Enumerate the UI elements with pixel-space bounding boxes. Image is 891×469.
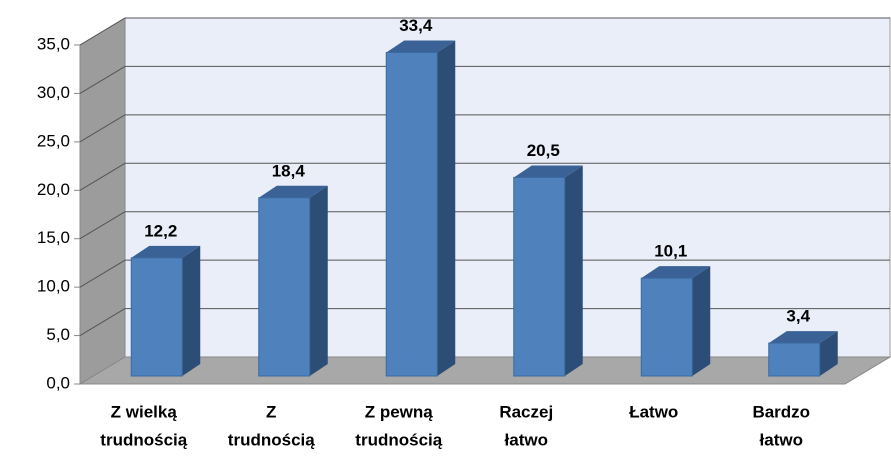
x-tick-label: trudnością [228, 430, 315, 449]
x-tick-label: Z wielką [111, 402, 178, 421]
bar [640, 277, 693, 377]
y-tick-label: 15,0 [37, 228, 70, 247]
x-tick-label: Bardzo [752, 402, 810, 421]
grid-line [79, 17, 126, 46]
y-tick-label: 25,0 [37, 131, 70, 150]
bar [258, 197, 311, 377]
value-label: 18,4 [272, 161, 306, 180]
bar-side [309, 185, 328, 376]
x-tick-label: łatwo [760, 430, 803, 449]
bar [130, 257, 183, 377]
bar-top [641, 266, 711, 279]
grid-line [79, 308, 126, 337]
bar-side [182, 245, 201, 376]
grid-line [79, 162, 126, 191]
y-tick-label: 0,0 [46, 373, 70, 392]
side-wall [79, 17, 126, 385]
bar-top [386, 40, 456, 53]
y-tick-label: 5,0 [46, 325, 70, 344]
bar [768, 342, 821, 377]
x-tick-label: Z pewną [365, 402, 434, 421]
grid-line [79, 114, 126, 143]
value-label: 20,5 [527, 141, 560, 160]
value-label: 33,4 [399, 16, 433, 35]
grid-line [79, 259, 126, 288]
value-label: 3,4 [786, 307, 810, 326]
x-tick-label: Z [266, 402, 276, 421]
value-label: 10,1 [654, 242, 687, 261]
bar-side [564, 165, 583, 376]
bar-side [437, 40, 456, 377]
x-tick-label: Łatwo [629, 402, 678, 421]
back-wall [124, 17, 891, 358]
value-label: 12,2 [144, 221, 177, 240]
y-tick-label: 20,0 [37, 180, 70, 199]
y-tick-label: 35,0 [37, 34, 70, 53]
grid-line [79, 65, 126, 94]
grid-line [79, 211, 126, 240]
x-tick-label: trudnością [100, 430, 187, 449]
x-tick-label: łatwo [505, 430, 548, 449]
y-tick-label: 30,0 [37, 83, 70, 102]
bar-side [819, 331, 838, 376]
bar-side [692, 266, 711, 376]
bar [513, 176, 566, 377]
bar-top [513, 165, 583, 178]
x-tick-label: Raczej [499, 402, 553, 421]
y-tick-label: 10,0 [37, 277, 70, 296]
bar-top [768, 331, 838, 344]
x-tick-label: trudnością [355, 430, 442, 449]
bar-top [131, 245, 201, 258]
bar-top [258, 185, 328, 198]
bar [385, 51, 438, 377]
